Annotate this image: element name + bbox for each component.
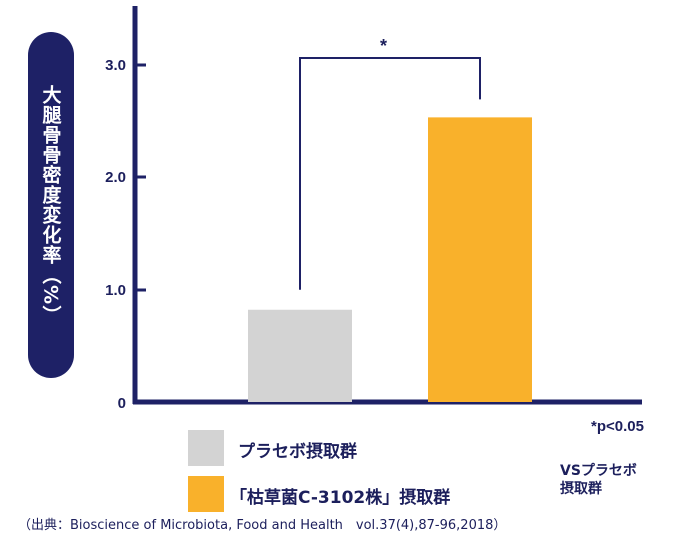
ytick-label-3: 3.0: [105, 57, 126, 74]
source-citation: （出典：Bioscience of Microbiota, Food and H…: [18, 518, 507, 533]
bar-c3102: [428, 117, 532, 402]
ytick-label-1: 1.0: [105, 282, 126, 299]
ytick-label-0: 0: [118, 395, 126, 412]
legend-swatch-placebo: [188, 430, 224, 466]
legend-swatch-c3102: [188, 476, 224, 512]
ylabel-pill: [28, 32, 74, 378]
y-axis-label: 大腿骨骨密度変化率（%）: [39, 84, 62, 326]
legend-label-placebo: プラセボ摂取群: [238, 442, 357, 462]
comparison-note-line-2: 摂取群: [560, 481, 602, 497]
bar-placebo: [248, 309, 352, 402]
comparison-note-line-1: VSプラセボ: [560, 463, 637, 479]
legend-label-c3102: 「枯草菌C-3102株」摂取群: [230, 488, 451, 508]
significance-bracket: [299, 57, 481, 290]
comparison-note: VSプラセボ 摂取群: [560, 462, 637, 498]
significance-marker: *: [380, 36, 388, 56]
p-value-note: *p<0.05: [591, 418, 644, 435]
ytick-label-2: 2.0: [105, 169, 126, 186]
